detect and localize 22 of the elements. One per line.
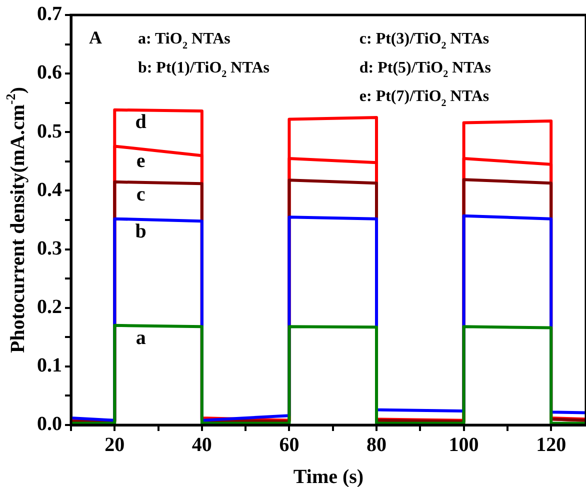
x-tick-label: 120 bbox=[536, 434, 566, 456]
y-tick-label: 0.1 bbox=[37, 354, 62, 377]
y-tick-label: 0.5 bbox=[37, 120, 62, 142]
x-tick-label: 100 bbox=[448, 434, 479, 456]
y-tick-label: 0.2 bbox=[37, 296, 62, 318]
annotation: A bbox=[89, 28, 102, 48]
y-tick-label: 0.7 bbox=[37, 3, 62, 26]
x-tick-label: 40 bbox=[192, 434, 212, 456]
x-axis-title: Time (s) bbox=[293, 466, 364, 487]
series-label: d bbox=[135, 111, 146, 134]
series-label: a bbox=[136, 326, 146, 349]
x-tick-label: 20 bbox=[104, 434, 125, 456]
y-tick-label: 0.4 bbox=[37, 178, 62, 201]
x-tick-label: 60 bbox=[279, 434, 300, 456]
series-label: e bbox=[136, 150, 146, 172]
series-label: c bbox=[136, 183, 146, 206]
y-tick-label: 0.3 bbox=[37, 237, 62, 260]
x-tick-label: 80 bbox=[366, 434, 387, 456]
text: 0.0 bbox=[37, 413, 62, 436]
y-axis-title: Photocurrent density(mA.cm-2) bbox=[3, 87, 29, 353]
y-tick-label: 0.6 bbox=[37, 62, 62, 84]
series-label: b bbox=[135, 220, 146, 243]
